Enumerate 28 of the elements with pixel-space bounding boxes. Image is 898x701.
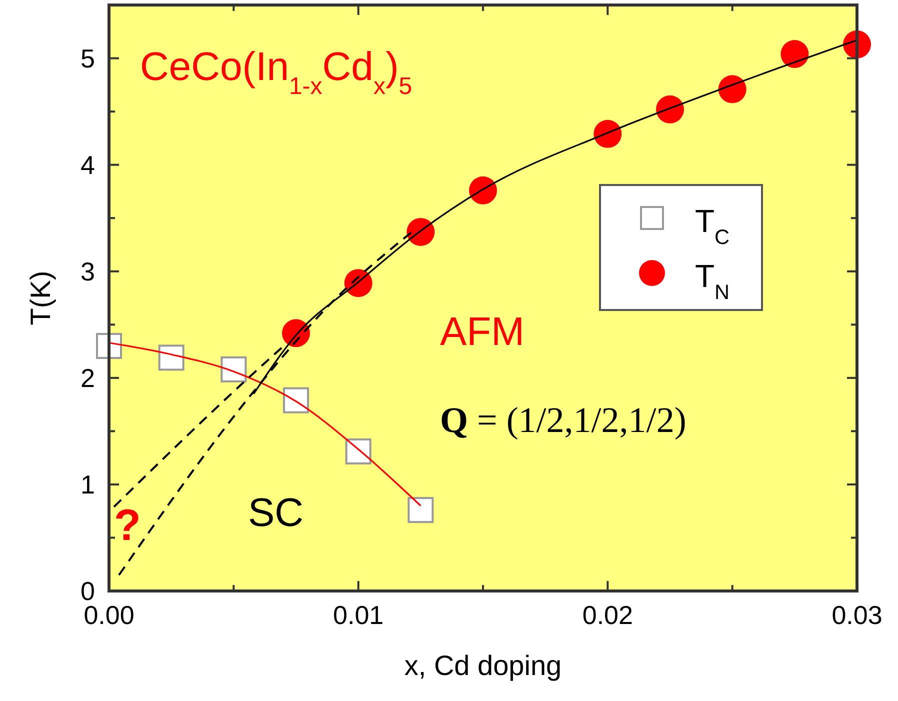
point <box>406 218 435 246</box>
y-tick-label: 1 <box>80 469 95 500</box>
point <box>345 438 372 464</box>
y-tick-label: 4 <box>80 150 95 180</box>
point <box>594 120 622 148</box>
point <box>408 497 434 524</box>
point <box>780 40 809 68</box>
annotation: CeCo(In$_{1-x}$Cd$_{x}$)$_{5}$ <box>140 45 412 100</box>
annotation: Q = (1/2,1/2,1/2) <box>440 400 686 440</box>
point <box>283 387 309 414</box>
point <box>220 356 247 382</box>
legend-label: T$_{N}$ <box>695 258 730 304</box>
y-tick-label: 5 <box>80 43 95 74</box>
annotation: AFM <box>440 310 524 354</box>
legend-label: T$_{C}$ <box>695 203 730 248</box>
y-tick-label: 2 <box>80 362 95 393</box>
x-tick-label: 0.02 <box>582 600 633 630</box>
y-axis-title: T(K) <box>25 270 56 326</box>
point <box>656 95 684 124</box>
point <box>718 75 746 104</box>
x-tick-label: 0.03 <box>832 600 882 630</box>
x-tick-label: 0.01 <box>333 600 384 630</box>
point <box>469 176 497 204</box>
annotation: SC <box>248 491 304 535</box>
annotation: ? <box>114 501 141 550</box>
point <box>158 344 184 371</box>
x-axis-title: x, Cd doping <box>404 650 562 681</box>
y-tick-label: 3 <box>80 256 95 286</box>
